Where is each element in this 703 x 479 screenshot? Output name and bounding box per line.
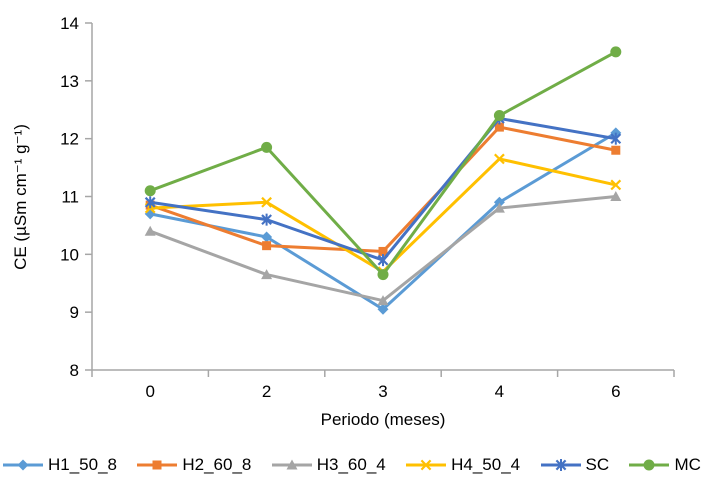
legend-label: MC <box>674 455 701 474</box>
data-point-marker <box>643 459 655 471</box>
x-tick-label: 6 <box>611 382 620 401</box>
data-point-marker <box>144 225 156 236</box>
data-point-marker <box>420 459 432 471</box>
legend-marker-x-icon <box>406 459 447 471</box>
data-point-marker <box>377 254 389 267</box>
data-point-marker <box>261 196 272 208</box>
legend-item-H1_50_8: H1_50_8 <box>2 455 117 475</box>
legend-marker-star-icon <box>540 459 581 471</box>
data-point-marker <box>611 145 621 155</box>
series-line <box>149 116 617 262</box>
data-point-marker <box>555 459 566 471</box>
series-H1_50_8 <box>144 127 622 315</box>
legend-marker-square-icon <box>137 460 178 470</box>
data-point-marker <box>610 179 622 191</box>
series-MC <box>144 46 622 281</box>
legend-item-MC: MC <box>628 455 701 475</box>
series-line <box>149 125 617 253</box>
data-point-marker <box>377 295 389 306</box>
x-tick-label: 3 <box>378 382 387 401</box>
legend-item-H3_60_4: H3_60_4 <box>271 455 386 475</box>
legend-label: H1_50_8 <box>48 455 118 474</box>
data-point-marker <box>377 269 389 281</box>
legend-label: H2_60_8 <box>182 455 252 474</box>
data-point-marker <box>262 241 272 251</box>
x-tick-label: 4 <box>495 382 504 401</box>
data-point-marker <box>286 459 298 470</box>
data-point-marker <box>493 110 505 122</box>
data-point-marker <box>144 196 156 209</box>
data-point-marker <box>494 153 505 165</box>
y-axis-title: CE (µSm cm⁻¹ g⁻¹) <box>11 124 30 270</box>
data-point-marker <box>610 46 622 58</box>
chart-legend: H1_50_8 H2_60_8 H3_60_4 H4_50_4 SC MC <box>0 455 703 475</box>
data-point-marker <box>144 185 156 197</box>
legend-item-SC: SC <box>540 455 610 475</box>
data-point-marker <box>493 196 505 208</box>
legend-item-H2_60_8: H2_60_8 <box>136 455 251 475</box>
x-tick-label: 0 <box>145 382 154 401</box>
series-SC <box>144 112 622 267</box>
legend-marker-circle-icon <box>629 459 670 471</box>
data-point-marker <box>610 132 622 145</box>
data-point-marker <box>152 460 162 470</box>
series-line <box>149 131 617 311</box>
y-tick-label: 14 <box>60 14 79 33</box>
data-point-marker <box>261 213 272 226</box>
data-point-marker <box>17 459 29 471</box>
legend-item-H4_50_4: H4_50_4 <box>405 455 520 475</box>
series-H3_60_4 <box>144 191 622 306</box>
legend-marker-diamond-icon <box>3 459 43 471</box>
series-line <box>149 50 617 277</box>
series-H2_60_8 <box>145 122 621 256</box>
data-point-marker <box>493 202 505 213</box>
y-tick-label: 11 <box>61 188 79 207</box>
y-tick-label: 10 <box>60 245 79 264</box>
y-tick-label: 9 <box>70 303 79 322</box>
legend-label: H3_60_4 <box>316 455 386 474</box>
legend-label: H4_50_4 <box>451 455 521 474</box>
data-point-marker <box>610 191 622 201</box>
data-point-marker <box>494 122 504 132</box>
line-chart-canvas: 8 9 10 11 12 13 14 0 2 3 4 6 <box>60 14 675 401</box>
data-point-marker <box>144 208 156 220</box>
data-point-marker <box>261 269 273 280</box>
y-tick-label: 13 <box>60 72 79 91</box>
data-point-marker <box>377 303 389 315</box>
x-axis-title: Periodo (meses) <box>320 410 446 429</box>
y-tick-label: 12 <box>60 130 79 149</box>
data-point-marker <box>378 246 388 256</box>
y-tick-label: 8 <box>70 361 79 380</box>
data-point-marker <box>261 141 273 153</box>
data-point-marker <box>261 231 273 243</box>
legend-marker-triangle-icon <box>271 459 312 470</box>
legend-label: SC <box>585 455 610 474</box>
x-tick-label: 2 <box>262 382 271 401</box>
